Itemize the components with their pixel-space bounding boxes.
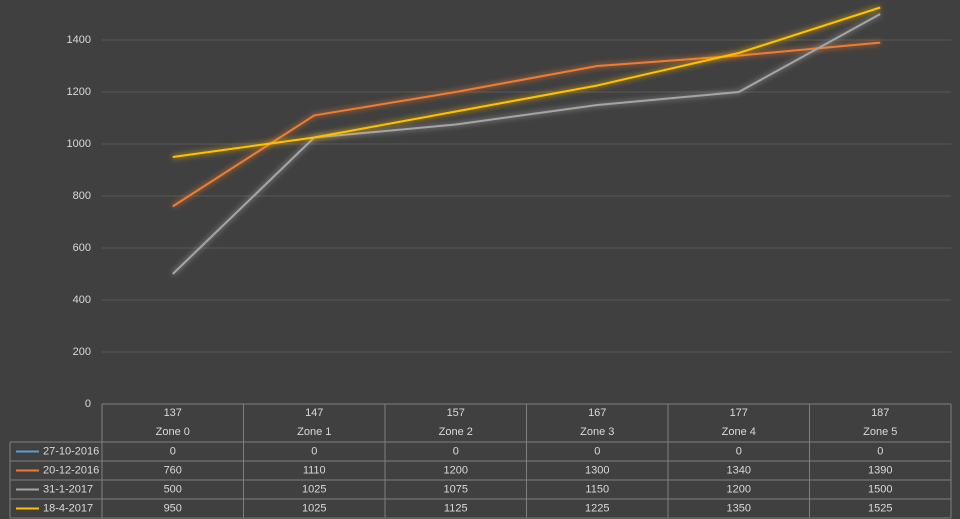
- y-tick-label: 400: [73, 294, 91, 306]
- table-value: 1390: [868, 464, 892, 476]
- table-value: 1025: [302, 502, 326, 514]
- series-line: [172, 41, 881, 208]
- category-code: 147: [305, 407, 323, 419]
- table-value: 0: [453, 445, 459, 457]
- category-code: 157: [447, 407, 465, 419]
- table-value: 1200: [727, 483, 751, 495]
- legend-label: 18-4-2017: [43, 502, 93, 514]
- legend-label: 27-10-2016: [43, 445, 99, 457]
- legend-label: 31-1-2017: [43, 483, 93, 495]
- x-tick-label: Zone 3: [580, 426, 614, 438]
- table-value: 760: [164, 464, 182, 476]
- table-value: 950: [164, 502, 182, 514]
- table-value: 1150: [585, 483, 609, 495]
- series-line: [172, 13, 881, 275]
- table-value: 0: [594, 445, 600, 457]
- y-tick-label: 0: [85, 398, 91, 410]
- table-value: 1075: [444, 483, 468, 495]
- table-value: 1025: [302, 483, 326, 495]
- table-value: 1225: [585, 502, 609, 514]
- table-value: 0: [170, 445, 176, 457]
- category-code: 137: [164, 407, 182, 419]
- y-tick-label: 200: [73, 346, 91, 358]
- category-code: 167: [588, 407, 606, 419]
- table-value: 1200: [444, 464, 468, 476]
- series-line: [172, 6, 881, 158]
- y-tick-label: 1200: [67, 86, 91, 98]
- table-value: 1125: [444, 502, 468, 514]
- x-tick-label: Zone 2: [439, 426, 473, 438]
- x-tick-label: Zone 1: [297, 426, 331, 438]
- y-tick-label: 600: [73, 242, 91, 254]
- category-code: 177: [730, 407, 748, 419]
- y-tick-label: 800: [73, 190, 91, 202]
- category-code: 187: [871, 407, 889, 419]
- table-value: 0: [311, 445, 317, 457]
- table-value: 1350: [727, 502, 751, 514]
- table-value: 1525: [868, 502, 892, 514]
- table-value: 500: [164, 483, 182, 495]
- x-tick-label: Zone 0: [156, 426, 190, 438]
- table-value: 1340: [727, 464, 751, 476]
- x-tick-label: Zone 4: [722, 426, 756, 438]
- table-value: 1300: [585, 464, 609, 476]
- table-value: 1500: [868, 483, 892, 495]
- table-value: 0: [736, 445, 742, 457]
- x-tick-label: Zone 5: [863, 426, 897, 438]
- table-value: 1110: [303, 464, 326, 476]
- y-tick-label: 1400: [67, 34, 91, 46]
- legend-label: 20-12-2016: [43, 464, 99, 476]
- y-tick-label: 1000: [67, 138, 91, 150]
- table-value: 0: [877, 445, 883, 457]
